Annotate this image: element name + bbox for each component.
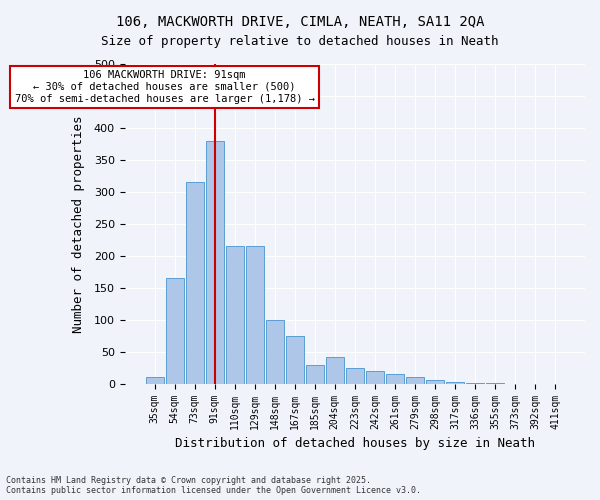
Bar [245, 246, 264, 384]
Bar [185, 182, 203, 384]
Bar [146, 378, 164, 384]
Text: 106 MACKWORTH DRIVE: 91sqm
← 30% of detached houses are smaller (500)
70% of sem: 106 MACKWORTH DRIVE: 91sqm ← 30% of deta… [14, 70, 314, 104]
Text: Contains HM Land Registry data © Crown copyright and database right 2025.
Contai: Contains HM Land Registry data © Crown c… [6, 476, 421, 495]
Bar [226, 246, 244, 384]
Bar [366, 371, 384, 384]
Bar [346, 368, 364, 384]
Bar [266, 320, 284, 384]
Bar [286, 336, 304, 384]
Bar [486, 383, 504, 384]
Bar [326, 357, 344, 384]
Bar [306, 364, 324, 384]
Bar [206, 140, 224, 384]
Bar [466, 383, 484, 384]
Bar [386, 374, 404, 384]
Bar [406, 378, 424, 384]
Bar [446, 382, 464, 384]
Y-axis label: Number of detached properties: Number of detached properties [73, 115, 85, 332]
Text: 106, MACKWORTH DRIVE, CIMLA, NEATH, SA11 2QA: 106, MACKWORTH DRIVE, CIMLA, NEATH, SA11… [116, 15, 484, 29]
Bar [426, 380, 444, 384]
Text: Size of property relative to detached houses in Neath: Size of property relative to detached ho… [101, 35, 499, 48]
Bar [166, 278, 184, 384]
X-axis label: Distribution of detached houses by size in Neath: Distribution of detached houses by size … [175, 437, 535, 450]
